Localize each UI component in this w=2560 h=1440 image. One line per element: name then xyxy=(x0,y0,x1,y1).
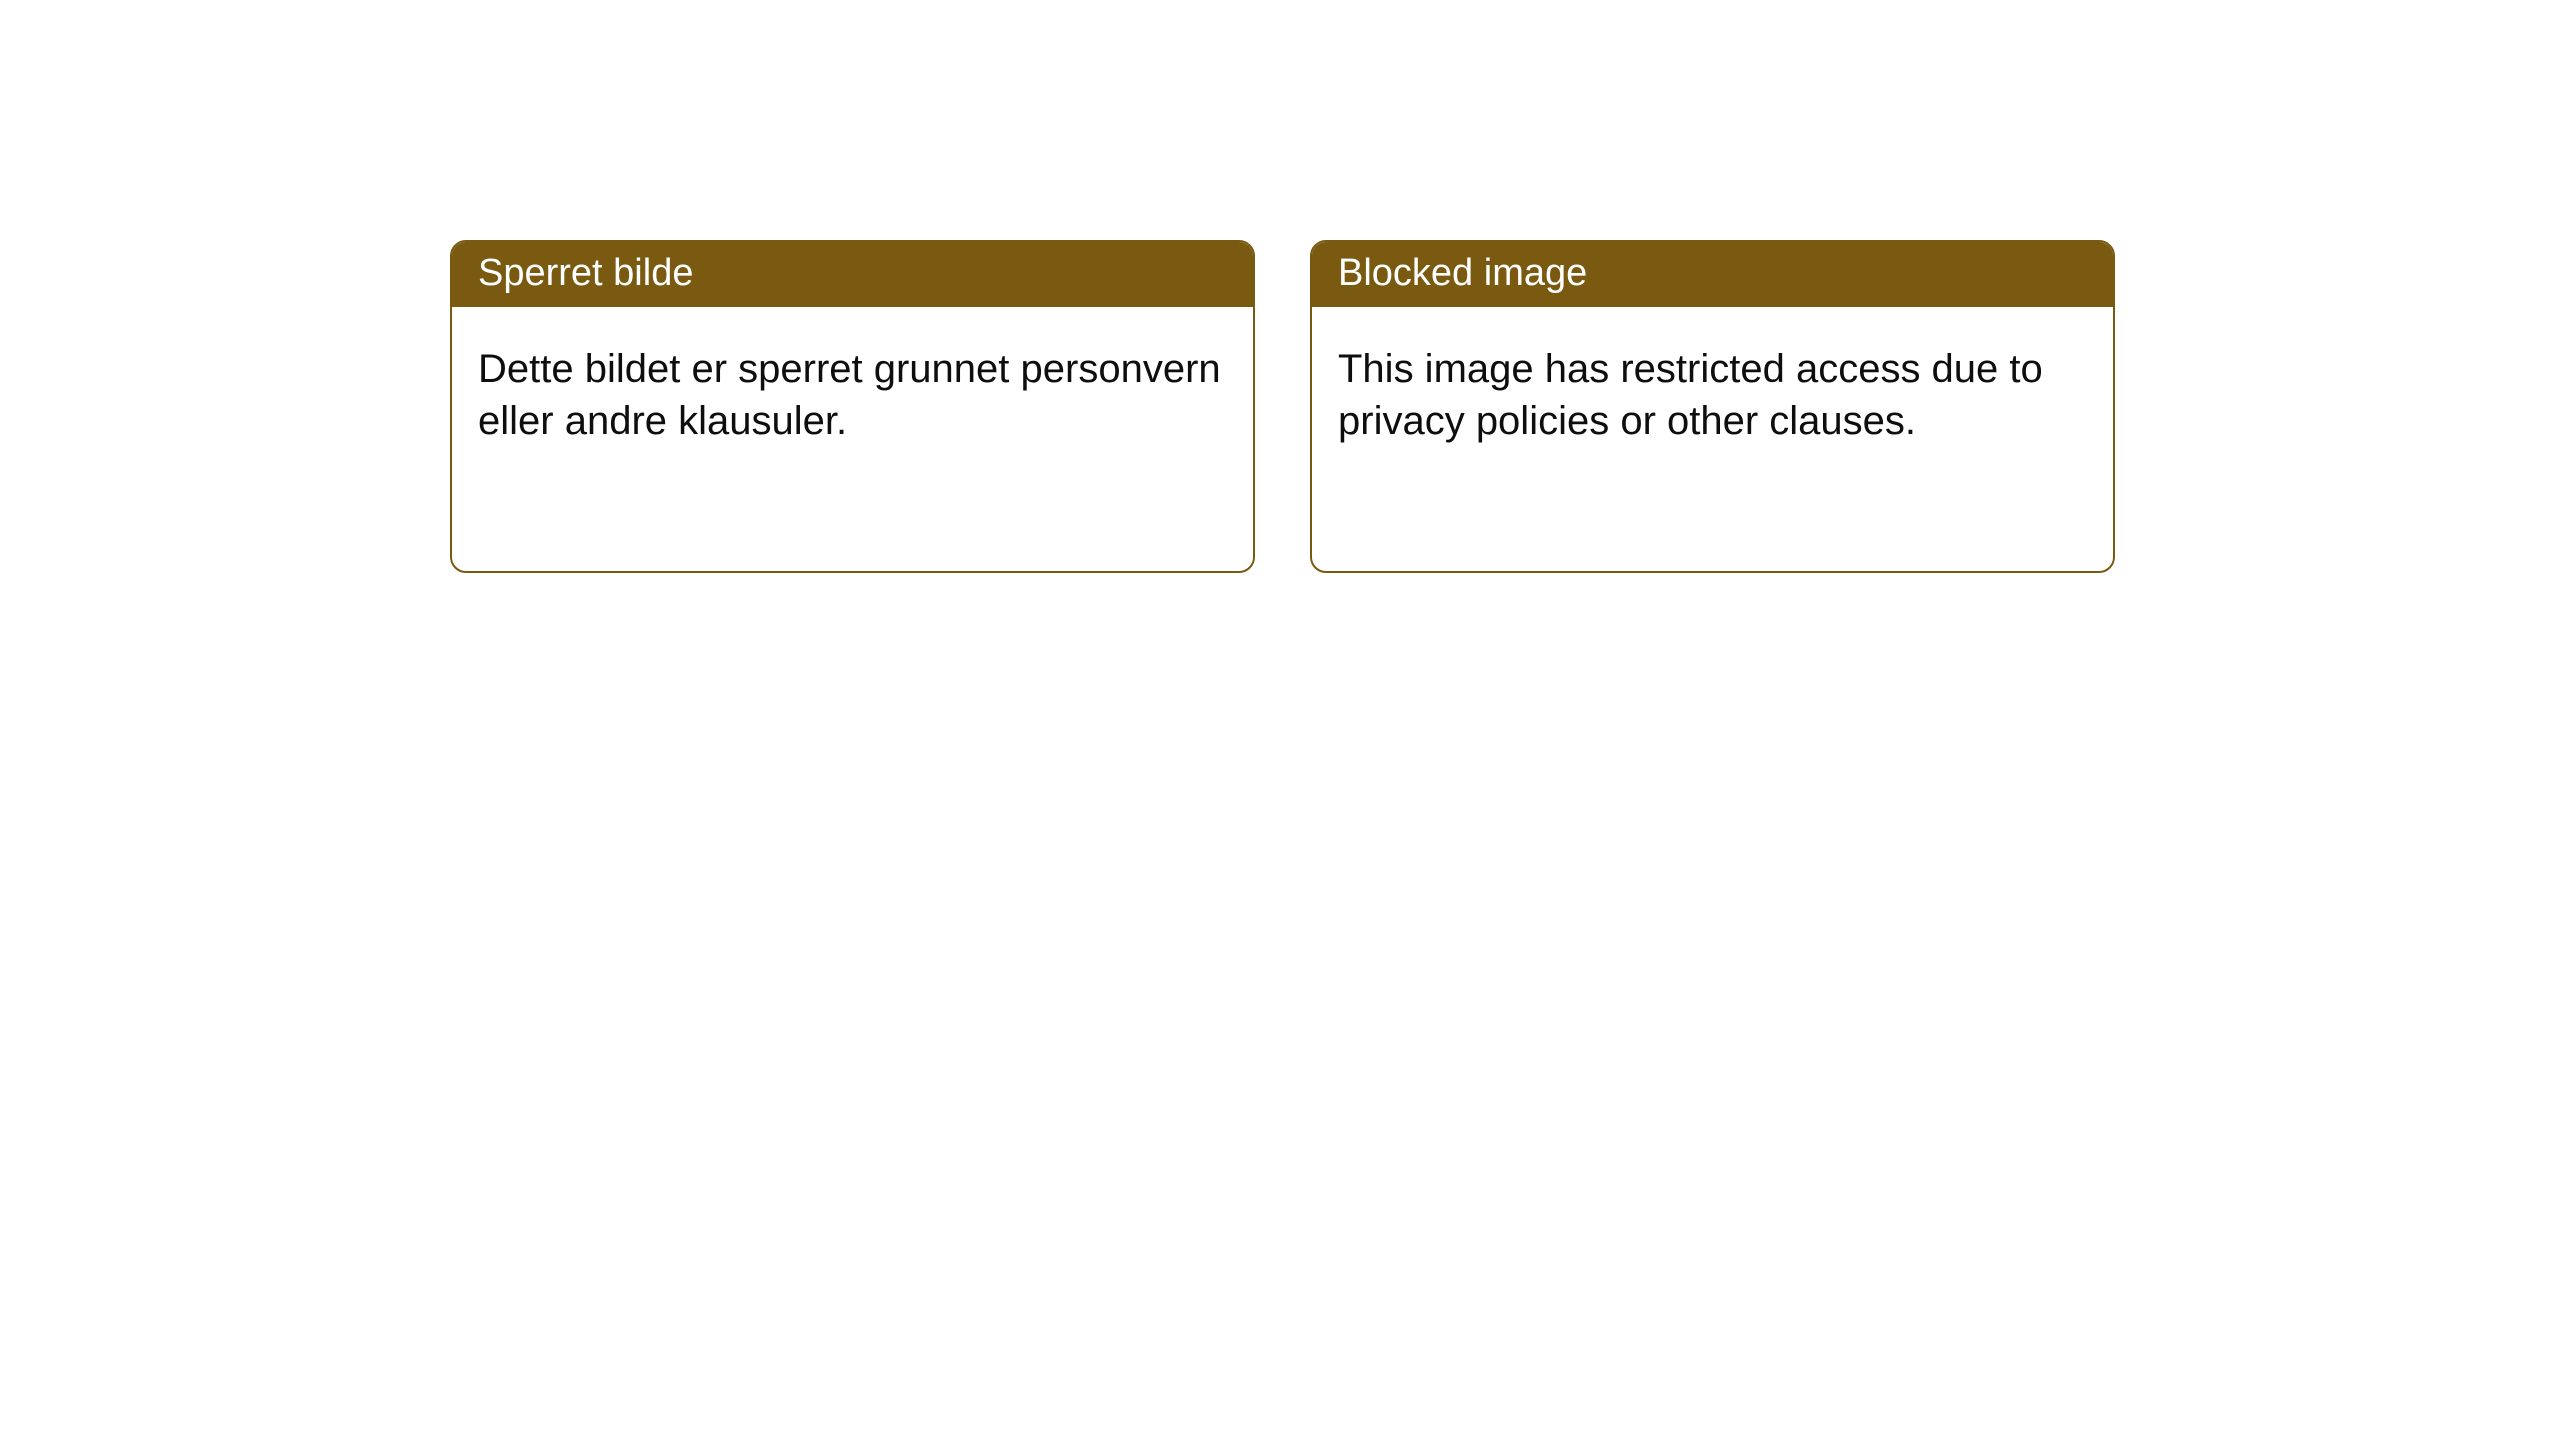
card-title: Blocked image xyxy=(1338,252,1587,294)
card-body-text: Dette bildet er sperret grunnet personve… xyxy=(478,347,1221,443)
card-body: Dette bildet er sperret grunnet personve… xyxy=(452,307,1253,473)
card-title: Sperret bilde xyxy=(478,252,693,294)
card-body-text: This image has restricted access due to … xyxy=(1338,347,2043,443)
card-header: Blocked image xyxy=(1312,242,2113,307)
card-header: Sperret bilde xyxy=(452,242,1253,307)
notice-cards-container: Sperret bilde Dette bildet er sperret gr… xyxy=(0,0,2560,573)
blocked-image-card-en: Blocked image This image has restricted … xyxy=(1310,240,2115,573)
card-body: This image has restricted access due to … xyxy=(1312,307,2113,473)
blocked-image-card-no: Sperret bilde Dette bildet er sperret gr… xyxy=(450,240,1255,573)
